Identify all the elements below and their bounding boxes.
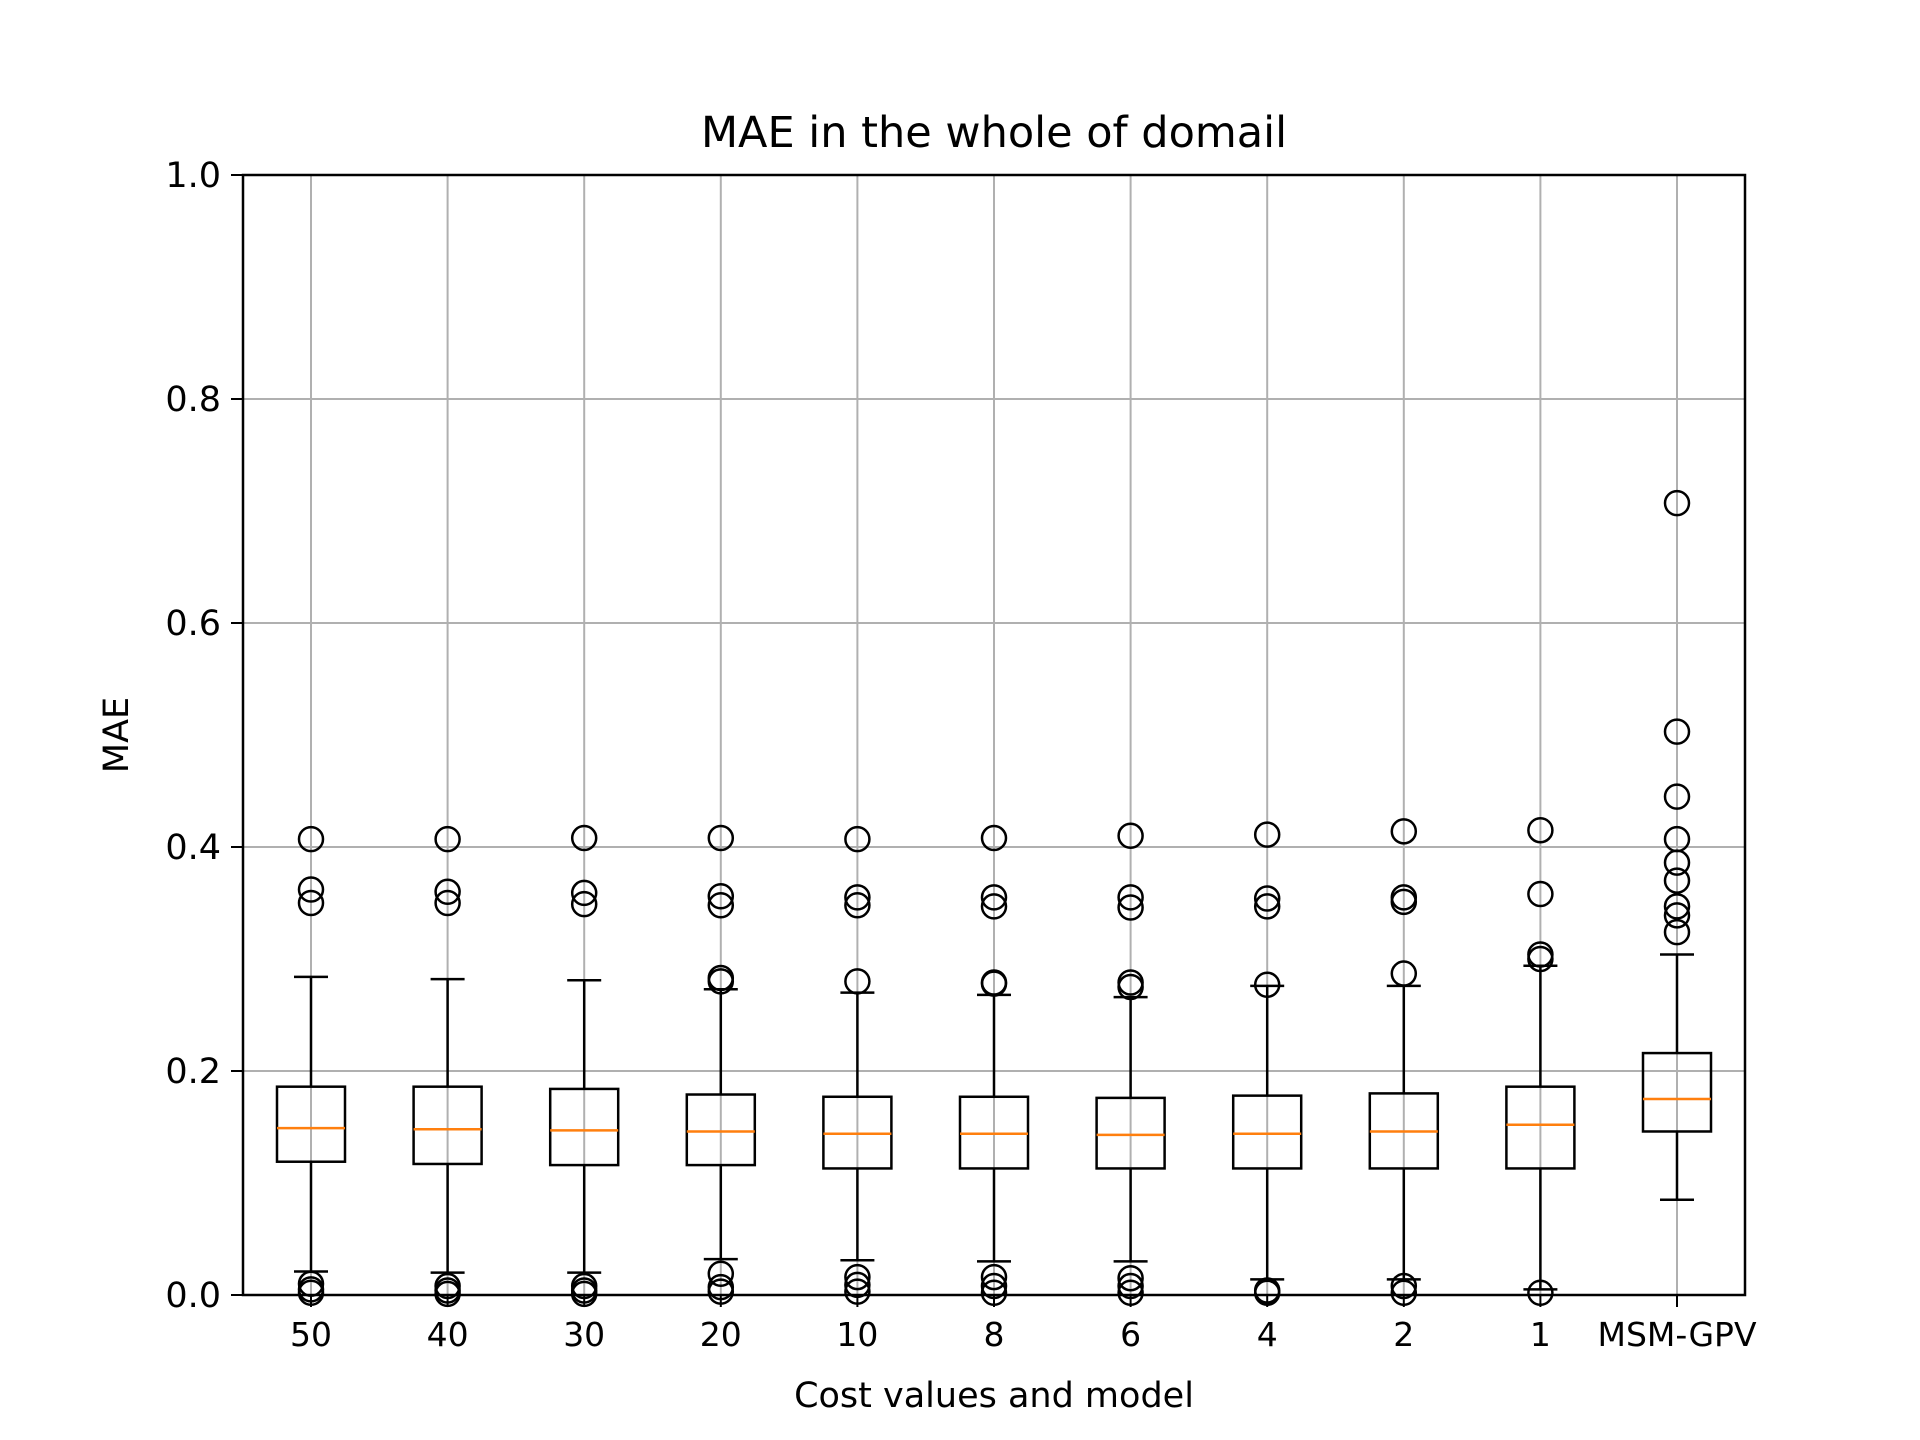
outlier-point	[1390, 818, 1418, 845]
outlier-point	[434, 825, 461, 853]
outlier-point	[1527, 945, 1554, 973]
outlier-point	[1663, 867, 1691, 894]
outlier-point	[1253, 893, 1281, 920]
iqr-box	[1641, 1051, 1713, 1133]
outlier-point	[1663, 489, 1691, 517]
outlier-point	[297, 825, 325, 853]
y-tick-label: 1.0	[165, 156, 221, 196]
outlier-point	[707, 968, 735, 995]
axis-ticks: 0.0 0.2 0.4 0.6 0.8 1.0 50 40 30 20 10 8 6 4 2 1 MSM-GPV	[165, 156, 1757, 1354]
iqr-box	[1095, 1096, 1166, 1170]
outlier-point	[1253, 885, 1281, 912]
outlier-point	[570, 824, 598, 852]
box-series	[275, 489, 1713, 1308]
outlier-point	[1253, 821, 1281, 848]
outlier-point	[1390, 888, 1418, 916]
outlier-point	[707, 1260, 735, 1287]
outlier-point	[1117, 822, 1144, 850]
box-group	[822, 825, 893, 1305]
outlier-point	[844, 884, 871, 911]
iqr-box	[1505, 1085, 1576, 1170]
x-tick-label: 2	[1393, 1315, 1414, 1354]
outlier-point	[1117, 1264, 1144, 1292]
iqr-box	[275, 1085, 347, 1163]
x-tick-label: 10	[836, 1315, 878, 1354]
outlier-point	[980, 824, 1008, 852]
y-axis-label: MAE	[97, 697, 137, 773]
outlier-point	[980, 1263, 1008, 1291]
iqr-box	[685, 1093, 757, 1167]
outlier-point	[434, 878, 461, 906]
outlier-point	[1663, 918, 1691, 946]
outlier-point	[707, 883, 735, 910]
box-group	[1641, 489, 1713, 1202]
y-tick-label: 0.0	[165, 1276, 221, 1316]
iqr-box	[412, 1085, 483, 1166]
outlier-point	[707, 824, 735, 852]
x-tick-label: 40	[427, 1315, 469, 1354]
iqr-box	[1231, 1094, 1303, 1170]
y-tick-label: 0.4	[165, 828, 221, 868]
box-group	[1095, 822, 1166, 1307]
x-tick-label: 8	[984, 1315, 1005, 1354]
outlier-point	[844, 968, 871, 995]
iqr-box	[548, 1087, 620, 1167]
x-tick-label: 6	[1120, 1315, 1141, 1354]
outlier-point	[297, 876, 325, 903]
outlier-point	[1663, 849, 1691, 876]
outlier-point	[980, 893, 1008, 920]
y-tick-label: 0.2	[165, 1052, 221, 1092]
outlier-point	[844, 891, 871, 919]
x-tick-label: MSM-GPV	[1597, 1315, 1756, 1354]
outlier-point	[1663, 893, 1691, 920]
outlier-point	[1390, 960, 1418, 987]
x-tick-label: 20	[700, 1315, 742, 1354]
x-tick-label: 1	[1530, 1315, 1551, 1354]
outlier-point	[1663, 718, 1691, 745]
outlier-point	[570, 879, 598, 907]
outlier-point	[707, 891, 735, 919]
outlier-point	[1117, 894, 1144, 921]
x-axis-label: Cost values and model	[794, 1376, 1194, 1416]
x-tick-label: 50	[290, 1315, 332, 1354]
y-tick-label: 0.6	[165, 604, 221, 644]
box-group	[1368, 818, 1440, 1307]
x-tick-label: 30	[563, 1315, 605, 1354]
outlier-point	[434, 889, 461, 917]
outlier-point	[1663, 783, 1691, 810]
outlier-point	[844, 1263, 871, 1291]
chart-title: MAE in the whole of domail	[701, 108, 1287, 158]
box-group	[275, 825, 347, 1307]
outlier-point	[980, 970, 1008, 997]
outlier-point	[1253, 971, 1281, 999]
outlier-point	[1663, 902, 1691, 929]
outlier-point	[1117, 884, 1144, 911]
outlier-point	[844, 825, 871, 853]
outlier-point	[1527, 880, 1554, 908]
outlier-point	[297, 889, 325, 917]
outlier-point	[1527, 816, 1554, 844]
outlier-point	[570, 890, 598, 918]
x-tick-label: 4	[1257, 1315, 1278, 1354]
outlier-point	[1117, 973, 1144, 1001]
y-tick-label: 0.8	[165, 380, 221, 420]
outlier-point	[980, 884, 1008, 911]
